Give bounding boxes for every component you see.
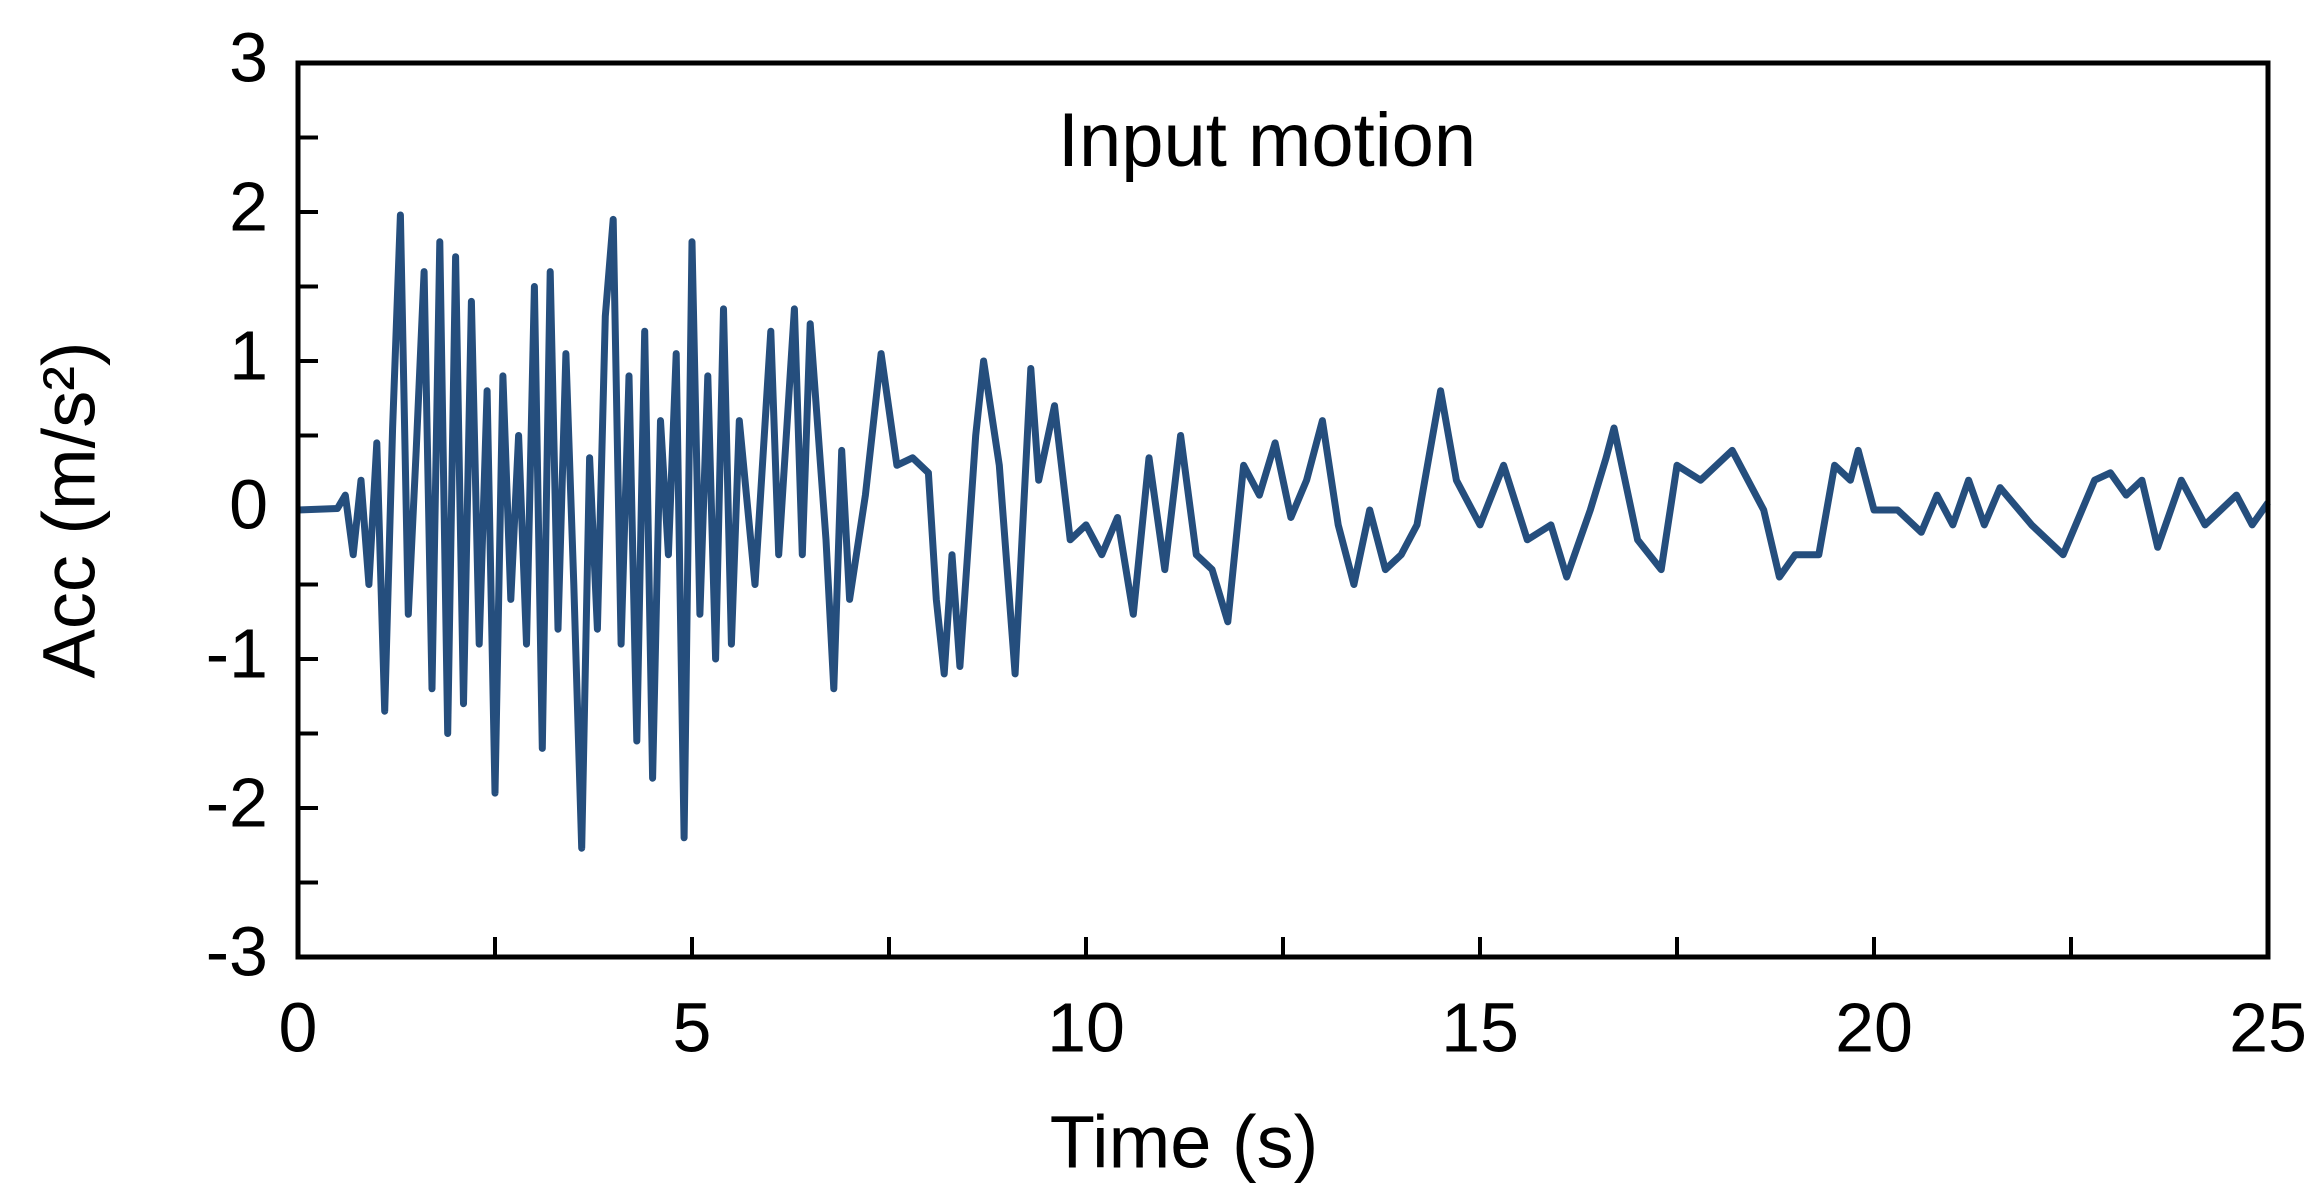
x-tick-label: 10 <box>1047 988 1125 1066</box>
y-tick-label: 3 <box>229 18 268 96</box>
x-tick-label: 5 <box>673 988 712 1066</box>
plot-frame <box>295 60 2271 960</box>
y-tick-label: -3 <box>206 912 268 990</box>
x-tick-label: 25 <box>2229 988 2307 1066</box>
y-tick-label: 1 <box>229 316 268 394</box>
y-tick-label: -1 <box>206 614 268 692</box>
data-line <box>297 211 2271 852</box>
y-tick-label: 0 <box>229 465 268 543</box>
x-tick-label: 15 <box>1441 988 1519 1066</box>
y-axis-label: Acc (m/s²) <box>28 341 111 678</box>
x-axis-label: Time (s) <box>1050 1101 1319 1184</box>
y-tick-label: -2 <box>206 763 268 841</box>
y-tick-label: 2 <box>229 167 268 245</box>
annotation: Input motion <box>1058 98 1476 183</box>
x-tick-label: 20 <box>1835 988 1913 1066</box>
x-tick-label: 0 <box>279 988 318 1066</box>
